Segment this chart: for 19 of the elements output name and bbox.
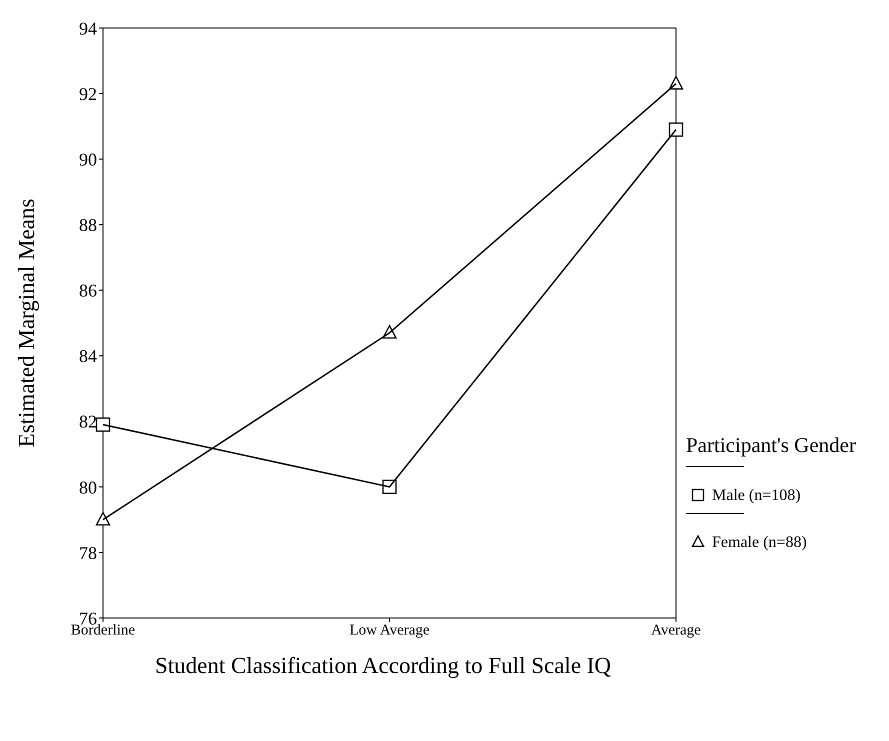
x-tick-label: Borderline (70, 622, 136, 639)
y-tick-label: 80 (79, 477, 97, 498)
y-axis-title: Estimated Marginal Means (14, 198, 40, 448)
point (668, 122, 684, 137)
x-tick-label: Average (651, 622, 702, 639)
legend-label: Male (n=108) (712, 487, 801, 505)
y-tick-label: 92 (79, 84, 97, 104)
x-axis-title: Student Classification According to Full Scale IQ (154, 653, 612, 679)
y-tick-label: 78 (79, 542, 97, 563)
y-tick-label: 82 (79, 412, 97, 432)
point (96, 417, 110, 432)
x-tick-label: Low Average (349, 622, 430, 639)
y-tick-label: 88 (79, 215, 97, 236)
legend-title: Participant's Gender (686, 433, 857, 458)
y-tick-label: 90 (79, 150, 97, 170)
y-tick-label: 84 (79, 346, 97, 366)
y-tick-label: 86 (79, 280, 97, 301)
y-tick-label: 94 (79, 18, 97, 38)
legend-label: Female (n=88) (712, 534, 807, 552)
